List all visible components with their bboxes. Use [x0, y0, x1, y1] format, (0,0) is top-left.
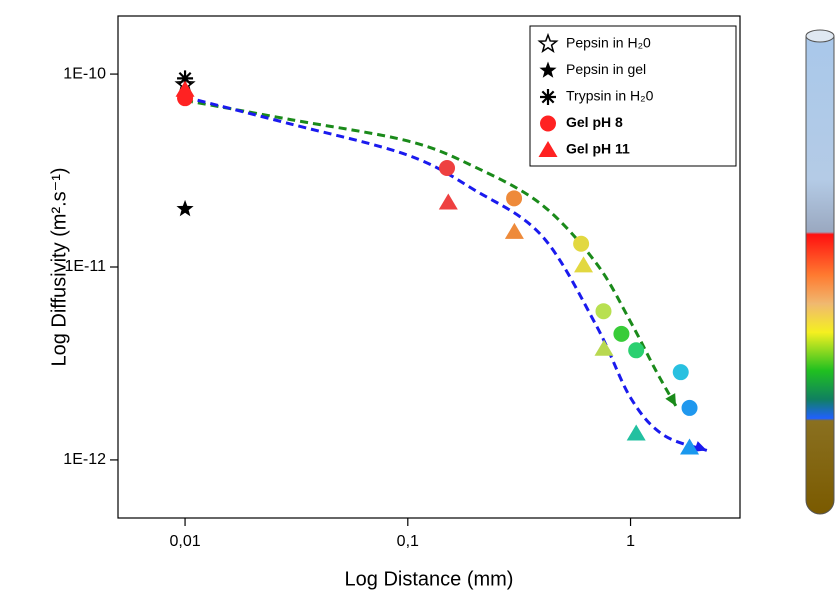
- legend-marker: [540, 89, 556, 105]
- y-tick-label: 1E-12: [63, 451, 106, 468]
- point: [672, 364, 689, 381]
- legend-text: Gel pH 11: [566, 141, 630, 157]
- point: [506, 190, 523, 207]
- point: [613, 325, 630, 342]
- x-tick-label: 1: [626, 533, 635, 550]
- point: [438, 193, 458, 210]
- legend-text: Gel pH 8: [566, 114, 623, 130]
- point: [177, 70, 194, 87]
- legend-marker: [537, 32, 559, 54]
- point: [594, 339, 614, 356]
- legend-text: Pepsin in H₂0: [566, 35, 651, 51]
- point: [176, 199, 194, 217]
- point: [504, 222, 524, 239]
- point: [626, 424, 646, 441]
- arrow-head: [665, 393, 677, 407]
- point: [628, 342, 645, 359]
- legend-text: Pepsin in gel: [566, 61, 646, 77]
- point: [681, 399, 698, 416]
- legend-marker: [539, 61, 557, 78]
- x-tick-label: 0,1: [397, 533, 419, 550]
- x-tick-label: 0,01: [169, 533, 200, 550]
- tube-body: [805, 35, 835, 515]
- y-tick-label: 1E-10: [63, 65, 106, 82]
- point: [595, 303, 612, 320]
- tube-rim: [805, 29, 835, 43]
- point: [175, 80, 195, 97]
- legend-box: [529, 25, 737, 167]
- point: [573, 235, 590, 252]
- legend-marker: [538, 141, 558, 157]
- fit-curve: [184, 98, 678, 407]
- x-axis-title: Log Distance (mm): [345, 568, 514, 590]
- y-axis-title: Log Diffusivity (m².s⁻¹): [48, 167, 70, 366]
- point: [680, 438, 700, 455]
- point: [574, 256, 594, 273]
- y-tick-label: 1E-11: [64, 258, 106, 275]
- legend-marker: [540, 115, 556, 132]
- arrow-head: [693, 441, 707, 452]
- legend-text: Trypsin in H₂0: [566, 88, 654, 104]
- tube: [805, 29, 835, 515]
- point: [439, 159, 456, 176]
